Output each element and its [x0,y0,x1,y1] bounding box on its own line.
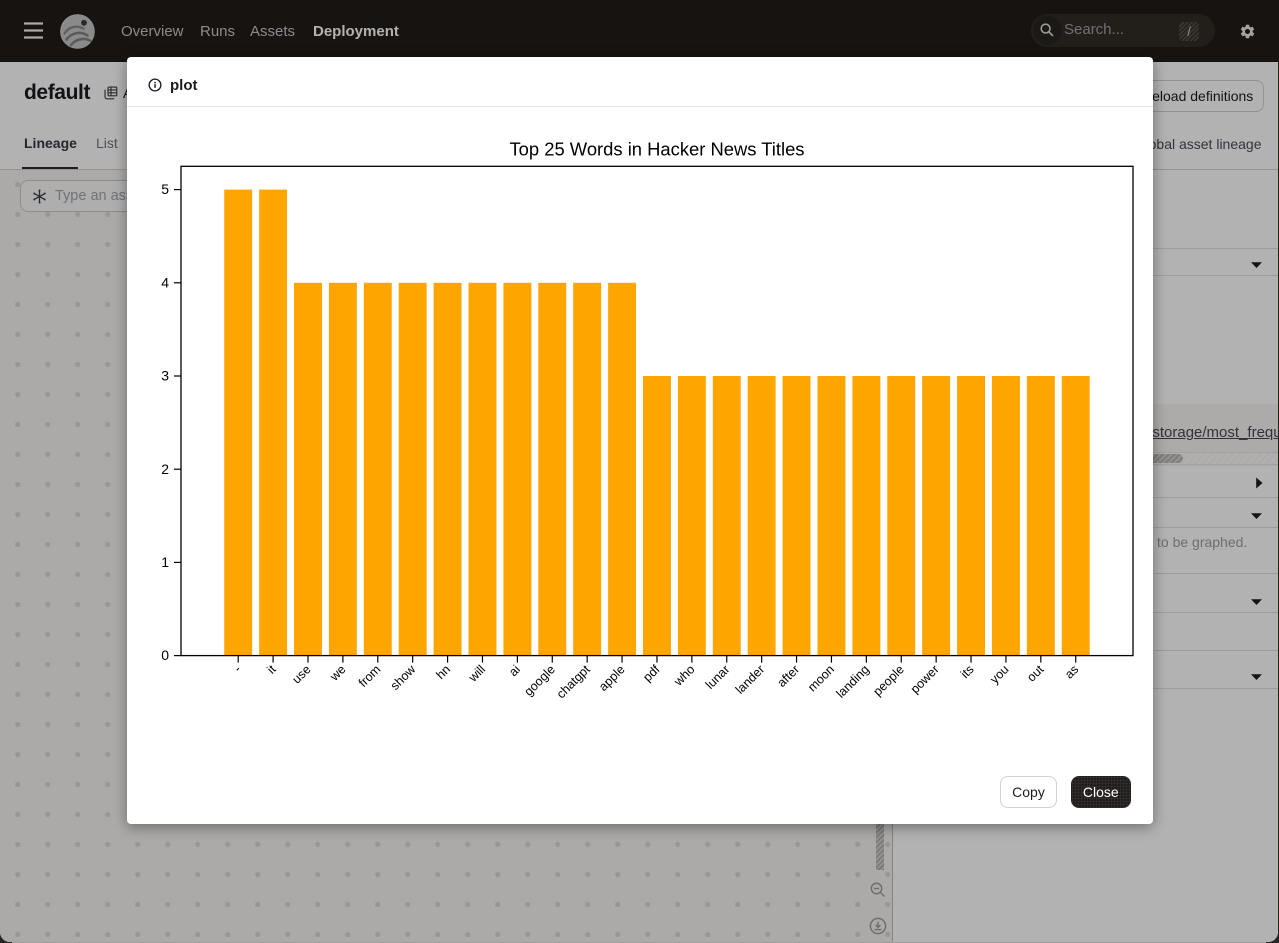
svg-text:0: 0 [161,647,169,663]
svg-text:Top 25 Words in Hacker News Ti: Top 25 Words in Hacker News Titles [509,139,804,160]
svg-text:it: it [264,662,279,677]
svg-text:who: who [671,662,698,689]
svg-text:3: 3 [161,368,169,384]
svg-text:pdf: pdf [640,662,663,685]
svg-text:moon: moon [805,662,837,694]
svg-text:as: as [1062,662,1081,681]
svg-text:you: you [987,662,1011,686]
svg-text:power: power [908,662,942,696]
svg-text:its: its [958,662,977,681]
svg-text:chatgpt: chatgpt [554,662,593,701]
svg-text:use: use [289,662,313,686]
svg-text:landing: landing [834,662,872,700]
svg-text:people: people [870,662,906,698]
svg-text:google: google [521,662,557,698]
svg-text:1: 1 [161,554,169,570]
svg-text:after: after [775,662,803,690]
svg-text:lander: lander [733,662,767,696]
svg-text:hn: hn [433,662,453,682]
svg-text:out: out [1024,662,1047,685]
svg-text:lunar: lunar [703,662,733,692]
svg-text:-: - [231,662,244,675]
svg-text:ai: ai [506,662,523,679]
svg-text:apple: apple [596,662,628,694]
svg-text:from: from [356,662,384,690]
svg-text:2: 2 [161,461,169,477]
svg-text:we: we [327,662,349,684]
svg-text:will: will [465,662,488,685]
svg-text:5: 5 [161,181,169,197]
svg-text:4: 4 [161,274,169,290]
svg-text:show: show [388,662,419,693]
